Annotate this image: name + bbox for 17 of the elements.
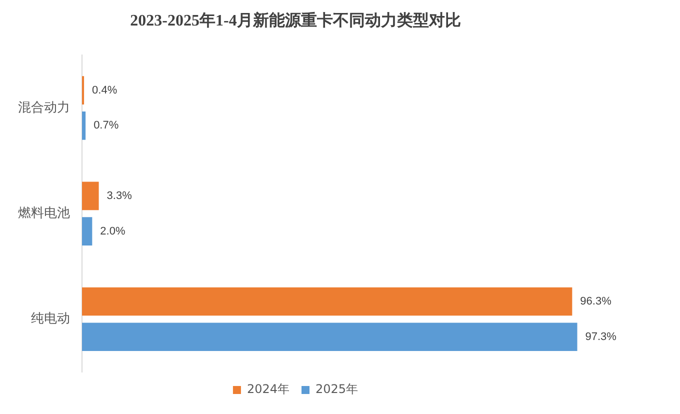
chart-title: 2023-2025年1-4月新能源重卡不同动力类型对比 [130, 12, 461, 30]
data-label: 2.0% [100, 225, 126, 238]
bar [82, 182, 99, 210]
data-label: 0.7% [94, 120, 119, 132]
data-label: 96.3% [580, 296, 612, 308]
y-tick-label: 混合动力 [18, 100, 70, 116]
bar [82, 287, 572, 316]
legend-label: 2025年 [316, 382, 358, 396]
bar [82, 217, 92, 246]
y-tick-label: 纯电动 [31, 312, 70, 327]
y-tick-label: 燃料电池 [18, 206, 70, 221]
bar [82, 112, 86, 140]
data-label: 0.4% [92, 84, 118, 96]
data-label: 3.3% [106, 190, 132, 202]
bar [82, 322, 578, 352]
data-label: 97.3% [585, 330, 617, 343]
legend-label: 2024年 [246, 382, 290, 396]
